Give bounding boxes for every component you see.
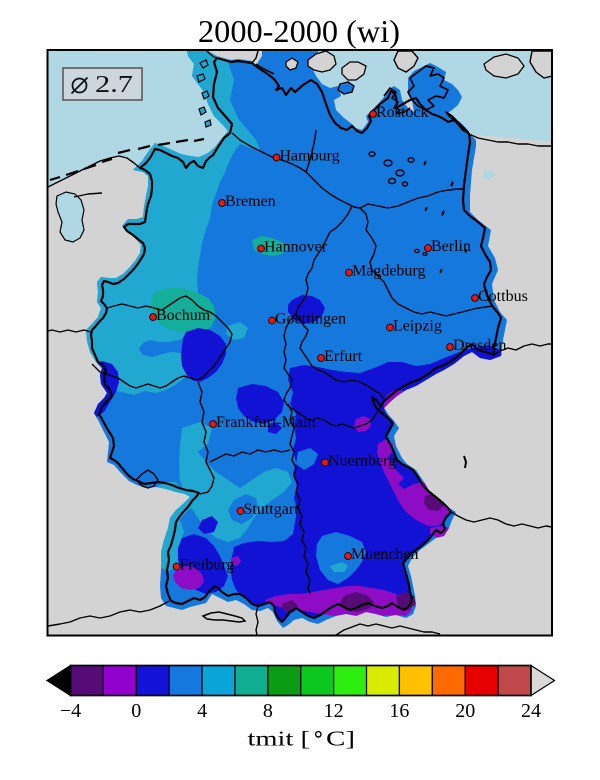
svg-text:tmit [: tmit [ [248, 727, 311, 751]
svg-text:Bochum: Bochum [156, 307, 211, 324]
svg-text:Erfurt: Erfurt [324, 348, 363, 365]
svg-text:Freiburg: Freiburg [180, 557, 235, 574]
svg-text:24: 24 [521, 700, 541, 722]
svg-text:Leipzig: Leipzig [393, 318, 442, 335]
svg-text:Goettingen: Goettingen [275, 311, 346, 328]
svg-text:Cottbus: Cottbus [478, 288, 528, 305]
svg-text:C]: C] [326, 727, 355, 751]
svg-text:Hannover: Hannover [264, 239, 328, 256]
svg-text:4: 4 [197, 700, 207, 722]
svg-text:Muenchen: Muenchen [351, 546, 419, 563]
svg-text:0: 0 [131, 700, 141, 722]
svg-text:Nuernberg: Nuernberg [328, 453, 396, 470]
svg-text:Stuttgart: Stuttgart [244, 501, 300, 518]
svg-text:12: 12 [324, 700, 344, 722]
svg-text:Dresden: Dresden [453, 337, 506, 354]
svg-text:8: 8 [263, 700, 273, 722]
svg-text:16: 16 [389, 700, 409, 722]
svg-text:Hamburg: Hamburg [280, 148, 340, 165]
svg-text:Magdeburg: Magdeburg [352, 263, 425, 280]
svg-text:Bremen: Bremen [225, 193, 276, 210]
svg-text:Frankfurt-Main: Frankfurt-Main [216, 414, 316, 431]
svg-text:20: 20 [455, 700, 475, 722]
svg-text:−4: −4 [60, 700, 81, 722]
svg-text:Berlin: Berlin [431, 238, 471, 255]
svg-text:Rostock: Rostock [376, 104, 428, 121]
svg-text:2000-2000 (wi): 2000-2000 (wi) [198, 13, 400, 49]
svg-text:2.7: 2.7 [95, 72, 133, 98]
